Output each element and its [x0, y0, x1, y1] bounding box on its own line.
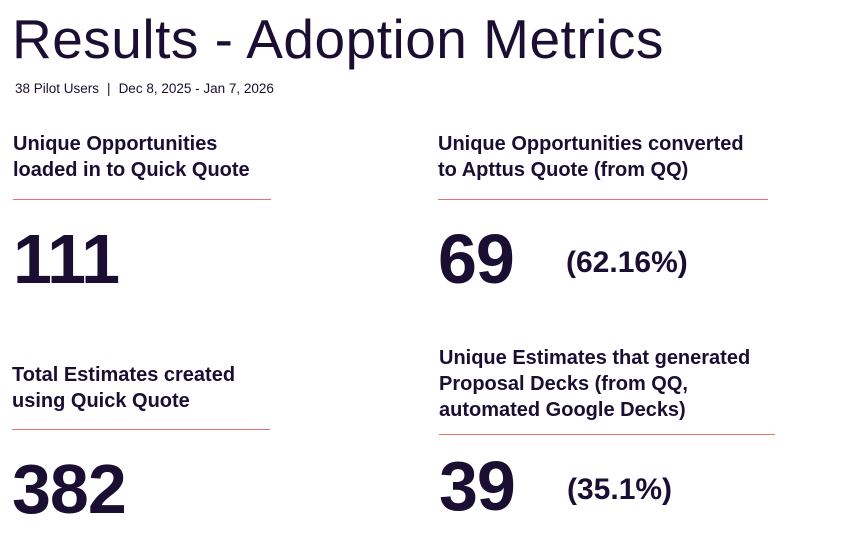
metric-divider: [438, 199, 768, 200]
metric-value: 39: [439, 447, 516, 525]
metric-label-line: Unique Opportunities: [13, 133, 218, 155]
metric-divider: [439, 434, 775, 435]
metric-opportunities-loaded: Unique Opportunities loaded in to Quick …: [13, 131, 273, 298]
metric-label-line: Total Estimates created: [12, 364, 236, 386]
metric-label-line: loaded in to Quick Quote: [13, 159, 250, 181]
metric-value: 111: [13, 220, 120, 298]
page-title: Results - Adoption Metrics: [12, 8, 664, 70]
metric-divider: [13, 199, 271, 200]
metric-percent: (62.16%): [566, 246, 688, 279]
metric-label-line: using Quick Quote: [12, 390, 190, 412]
metric-divider: [12, 429, 270, 430]
metric-label-line: automated Google Decks): [439, 399, 686, 421]
metric-value: 382: [12, 450, 127, 528]
page-subtitle: 38 Pilot Users | Dec 8, 2025 - Jan 7, 2026: [15, 80, 274, 98]
subtitle-separator: |: [107, 81, 111, 96]
metric-opportunities-converted: Unique Opportunities converted to Apttus…: [438, 131, 778, 298]
pilot-users-count: 38 Pilot Users: [15, 81, 100, 96]
metric-estimates-created: Total Estimates created using Quick Quot…: [12, 362, 272, 532]
metric-label: Unique Opportunities converted to Apttus…: [438, 131, 778, 183]
metric-label: Unique Opportunities loaded in to Quick …: [13, 131, 273, 183]
metric-label: Unique Estimates that generated Proposal…: [439, 345, 779, 423]
metric-label-line: Unique Opportunities converted: [438, 133, 744, 155]
metric-label-line: Proposal Decks (from QQ,: [439, 373, 688, 395]
metric-label: Total Estimates created using Quick Quot…: [12, 362, 272, 414]
metric-estimates-decks: Unique Estimates that generated Proposal…: [439, 345, 779, 525]
metric-percent: (35.1%): [567, 473, 673, 506]
metric-value: 69: [438, 220, 515, 298]
metric-label-line: to Apttus Quote (from QQ): [438, 159, 689, 181]
metric-label-line: Unique Estimates that generated: [439, 347, 751, 369]
date-range: Dec 8, 2025 - Jan 7, 2026: [118, 81, 274, 96]
